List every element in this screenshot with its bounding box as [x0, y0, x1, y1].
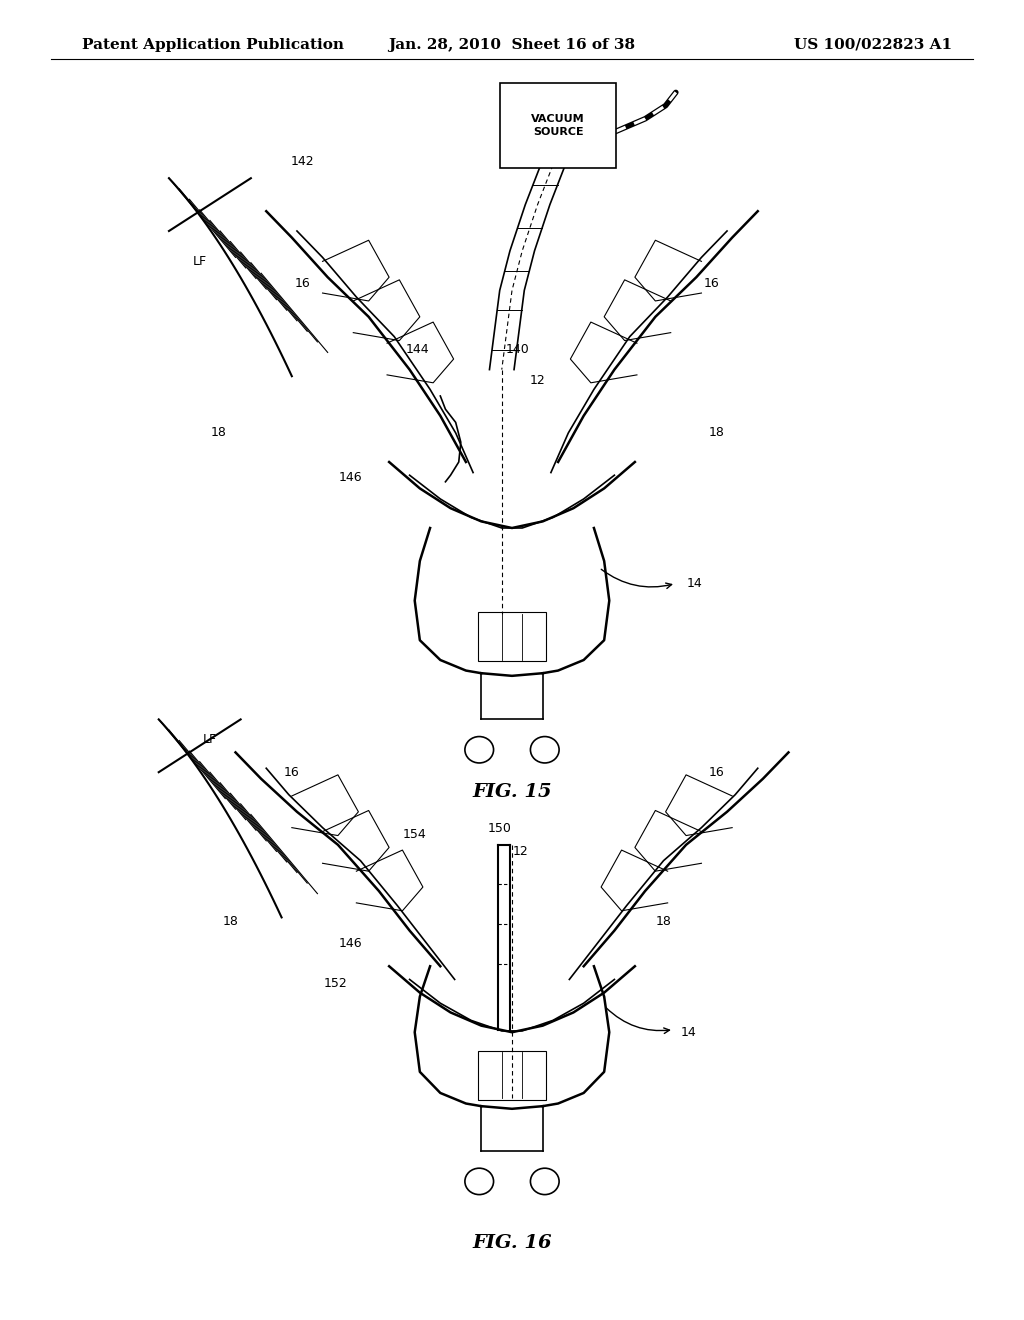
Text: 16: 16: [703, 277, 720, 290]
Text: LF: LF: [193, 255, 207, 268]
Text: 14: 14: [680, 1026, 696, 1039]
Text: 152: 152: [324, 977, 348, 990]
Ellipse shape: [465, 737, 494, 763]
Text: US 100/022823 A1: US 100/022823 A1: [795, 38, 952, 51]
Text: 146: 146: [338, 471, 362, 484]
Text: 16: 16: [284, 766, 300, 779]
FancyBboxPatch shape: [478, 612, 546, 661]
Text: VACUUM
SOURCE: VACUUM SOURCE: [531, 115, 585, 136]
Text: 18: 18: [709, 426, 725, 440]
Text: 150: 150: [487, 822, 512, 836]
Text: Jan. 28, 2010  Sheet 16 of 38: Jan. 28, 2010 Sheet 16 of 38: [388, 38, 636, 51]
Ellipse shape: [530, 1168, 559, 1195]
Ellipse shape: [530, 737, 559, 763]
FancyBboxPatch shape: [500, 83, 616, 168]
Text: 142: 142: [290, 154, 314, 168]
Text: FIG. 16: FIG. 16: [472, 1234, 552, 1253]
Text: 18: 18: [655, 915, 672, 928]
Text: 144: 144: [406, 343, 430, 356]
Text: 154: 154: [402, 828, 427, 841]
Ellipse shape: [465, 1168, 494, 1195]
Text: LF: LF: [203, 733, 217, 746]
Text: Patent Application Publication: Patent Application Publication: [82, 38, 344, 51]
Text: 16: 16: [294, 277, 310, 290]
Text: 146: 146: [338, 937, 362, 950]
Text: 12: 12: [529, 374, 546, 387]
Text: 18: 18: [222, 915, 239, 928]
FancyBboxPatch shape: [478, 1051, 546, 1100]
Text: FIG. 15: FIG. 15: [472, 783, 552, 801]
Text: 14: 14: [686, 577, 702, 590]
Text: 12: 12: [512, 845, 528, 858]
Text: 16: 16: [709, 766, 725, 779]
Text: 140: 140: [505, 343, 529, 356]
Text: 18: 18: [210, 426, 226, 440]
